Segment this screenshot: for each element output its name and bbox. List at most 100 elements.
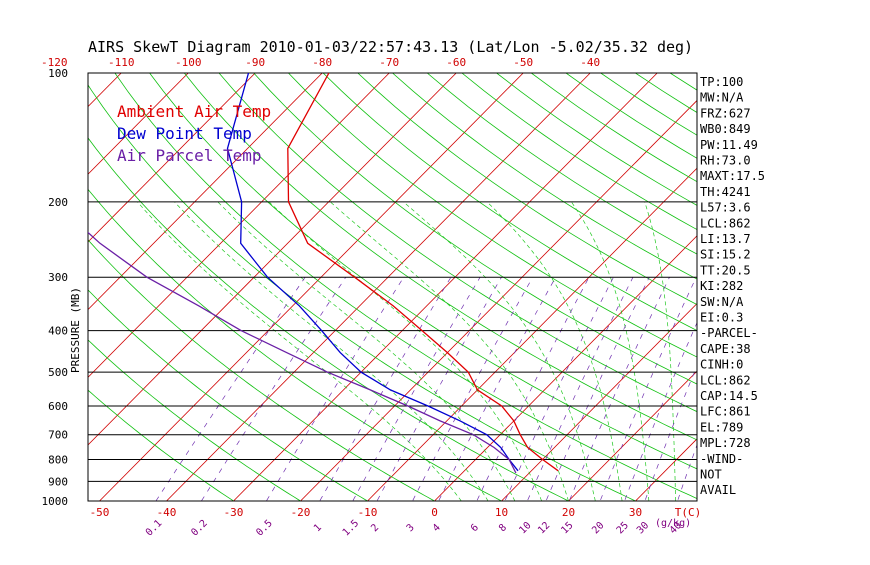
index-item: SW:N/A <box>700 295 744 309</box>
temp-tick-label: 10 <box>495 506 508 519</box>
mixing-ratio-line <box>261 277 404 510</box>
mixing-ratio-label: 10 <box>517 520 533 536</box>
moist-adiabat <box>137 202 461 501</box>
mixing-ratio-label: 12 <box>536 520 552 536</box>
pressure-tick-label: 600 <box>48 400 68 413</box>
index-item: RH:73.0 <box>700 154 751 168</box>
legend-item: Dew Point Temp <box>117 124 252 143</box>
mixing-ratio-label: 15 <box>559 520 575 536</box>
pressure-tick-label: 300 <box>48 271 68 284</box>
index-item: CINH:0 <box>700 358 743 372</box>
series-line-ambient-air-temp <box>288 73 558 471</box>
pressure-tick-label: 700 <box>48 429 68 442</box>
mixing-ratio-label: 30 <box>635 520 651 536</box>
mixing-ratio-label: 20 <box>590 520 606 536</box>
mixing-ratio-label: 6 <box>469 522 481 534</box>
index-item: NOT <box>700 468 722 482</box>
legend: Ambient Air Temp Dew Point Temp Air Parcel… <box>117 102 271 165</box>
index-item: EL:789 <box>700 420 743 434</box>
index-item: CAP:14.5 <box>700 389 758 403</box>
mixing-ratio-line <box>523 277 633 510</box>
pressure-tick-label: 800 <box>48 454 68 467</box>
top-temp-tick-label: -120 <box>41 56 68 69</box>
isotherm <box>234 73 658 501</box>
isotherm <box>837 73 870 501</box>
isotherm <box>770 73 870 501</box>
chart-title: AIRS SkewT Diagram 2010-01-03/22:57:43.1… <box>88 38 693 56</box>
index-item: TH:4241 <box>700 185 751 199</box>
pressure-tick-label: 400 <box>48 325 68 338</box>
top-temp-tick-label: -110 <box>108 56 135 69</box>
y-axis-label: PRESSURE (MB) <box>69 287 82 373</box>
moist-adiabat <box>403 202 595 501</box>
mixing-ratio-label: 25 <box>615 520 631 536</box>
index-item: KI:282 <box>700 279 743 293</box>
dry-adiabat <box>427 73 870 510</box>
top-temp-tick-label: -50 <box>513 56 533 69</box>
mixing-ratio-label: 1.5 <box>341 518 362 539</box>
temp-tick-label: 30 <box>629 506 642 519</box>
series-line-dew-point-temp <box>228 73 519 471</box>
index-item: LFC:861 <box>700 405 751 419</box>
index-item: PW:11.49 <box>700 138 758 152</box>
dry-adiabat <box>393 73 870 510</box>
isotherm <box>301 73 725 501</box>
index-item: L57:3.6 <box>700 201 751 215</box>
dry-adiabat <box>11 73 520 510</box>
mixing-ratio-line <box>150 277 305 510</box>
index-item: AVAIL <box>700 483 736 497</box>
index-item: MPL:728 <box>700 436 751 450</box>
moist-adiabat <box>269 202 542 501</box>
index-item: TP:100 <box>700 75 743 89</box>
top-temp-tick-label: -70 <box>379 56 399 69</box>
pressure-tick-label: 900 <box>48 475 68 488</box>
mixing-ratio-label: 0.2 <box>189 518 210 539</box>
mixing-ratio-line <box>196 277 346 510</box>
legend-item: Ambient Air Temp <box>117 102 271 121</box>
index-item: EI:0.3 <box>700 311 743 325</box>
temp-tick-label: -50 <box>90 506 110 519</box>
top-temp-tick-label: -80 <box>312 56 332 69</box>
index-item: LI:13.7 <box>700 232 751 246</box>
top-temp-tick-label: -90 <box>245 56 265 69</box>
index-item: CAPE:38 <box>700 342 751 356</box>
mixing-ratio-unit: (g/kg) <box>655 518 691 529</box>
index-item: SI:15.2 <box>700 248 751 262</box>
mixing-ratio-label: 0.1 <box>144 518 165 539</box>
dry-adiabat <box>288 73 870 510</box>
top-temp-tick-label: -40 <box>580 56 600 69</box>
index-item: -PARCEL- <box>700 326 758 340</box>
index-item: LCL:862 <box>700 216 751 230</box>
mixing-ratio-label: 1 <box>312 522 324 534</box>
temp-tick-label: -10 <box>358 506 378 519</box>
mixing-ratio-label: 3 <box>405 522 417 534</box>
mixing-ratio-label: 0.5 <box>254 518 275 539</box>
pressure-tick-label: 500 <box>48 366 68 379</box>
dry-adiabat <box>219 73 870 510</box>
mixing-ratio-label: 4 <box>431 522 443 534</box>
temp-tick-label: -20 <box>291 506 311 519</box>
isotherm <box>0 73 54 501</box>
index-item: FRZ:627 <box>700 106 751 120</box>
pressure-tick-label: 1000 <box>42 495 69 508</box>
dry-adiabat <box>497 73 870 510</box>
mixing-ratio-label: 8 <box>497 522 509 534</box>
moist-adiabat <box>174 202 488 501</box>
index-item: LCL:862 <box>700 373 751 387</box>
temp-tick-label: 20 <box>562 506 575 519</box>
pressure-tick-label: 200 <box>48 196 68 209</box>
temp-tick-label: -30 <box>224 506 244 519</box>
legend-item: Air Parcel Temp <box>117 146 262 165</box>
mixing-ratio-line <box>542 277 649 510</box>
index-item: WB0:849 <box>700 122 751 136</box>
dry-adiabat <box>254 73 870 510</box>
dry-adiabat <box>323 73 870 510</box>
index-item: MW:N/A <box>700 91 744 105</box>
mixing-ratio-line <box>315 277 451 510</box>
top-temp-tick-label: -60 <box>446 56 466 69</box>
mixing-ratio-label: 2 <box>369 522 381 534</box>
index-item: -WIND- <box>700 452 743 466</box>
